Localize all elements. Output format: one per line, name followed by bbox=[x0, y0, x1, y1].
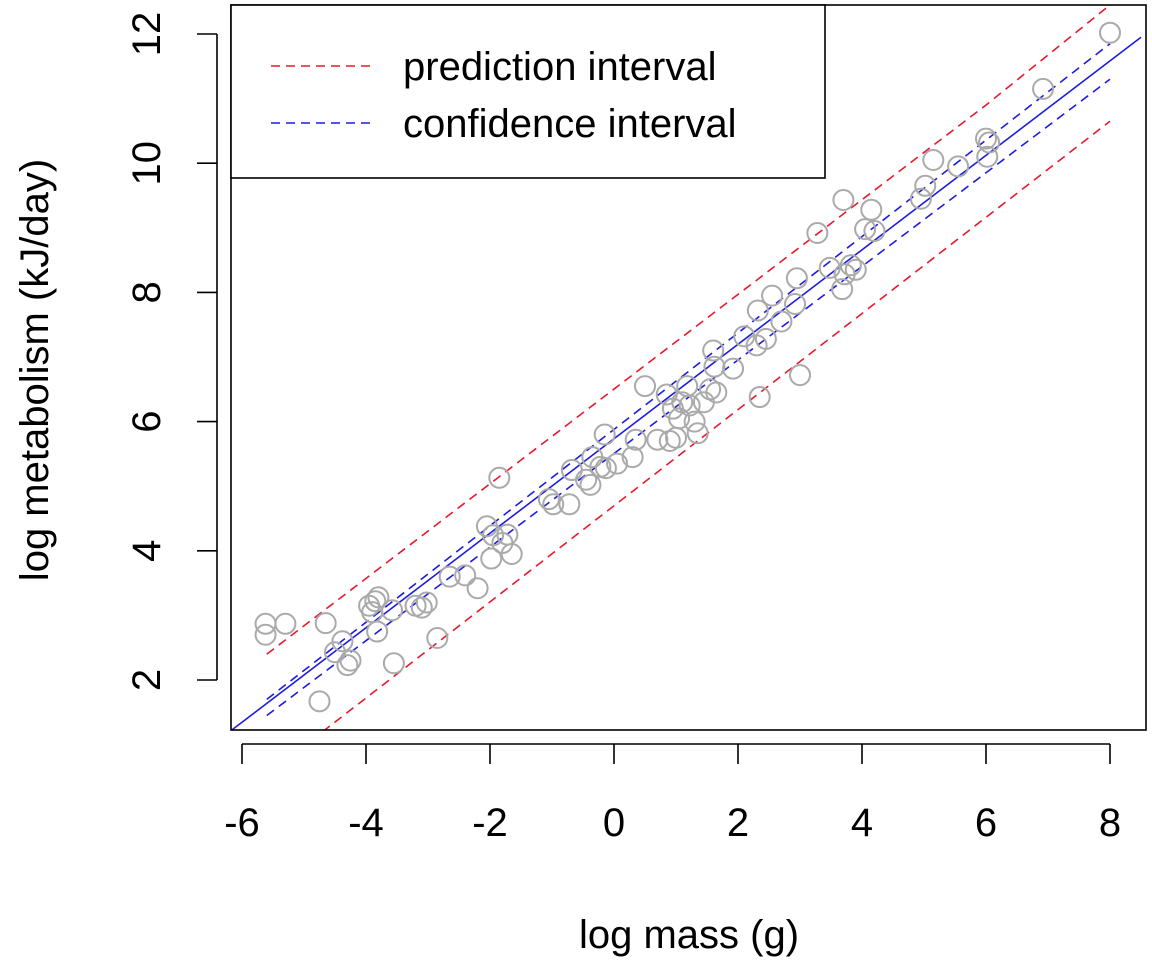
data-point bbox=[854, 218, 877, 241]
data-point bbox=[947, 155, 970, 178]
data-point bbox=[454, 564, 477, 587]
data-point bbox=[806, 221, 829, 244]
data-point bbox=[274, 612, 297, 635]
data-point bbox=[382, 652, 405, 675]
data-point bbox=[480, 547, 503, 570]
x-tick-label: -6 bbox=[224, 801, 260, 845]
data-point bbox=[364, 590, 387, 613]
data-point bbox=[746, 299, 769, 322]
data-point bbox=[634, 375, 656, 398]
data-point bbox=[381, 599, 404, 622]
x-tick-label: -4 bbox=[348, 801, 384, 845]
data-point bbox=[646, 428, 669, 451]
data-point bbox=[558, 493, 581, 516]
data-point bbox=[754, 327, 777, 350]
data-point bbox=[367, 586, 390, 609]
data-point bbox=[537, 488, 560, 511]
data-point bbox=[976, 145, 999, 168]
data-point bbox=[975, 127, 997, 150]
x-tick-label: 6 bbox=[975, 801, 997, 845]
data-point bbox=[1099, 21, 1121, 44]
y-tick-label: 8 bbox=[125, 281, 169, 303]
x-tick-label: 0 bbox=[603, 801, 625, 845]
data-point bbox=[860, 198, 883, 221]
data-point bbox=[844, 258, 867, 281]
data-point bbox=[575, 468, 598, 491]
data-point bbox=[784, 293, 807, 316]
x-axis-label: log mass (g) bbox=[579, 913, 799, 957]
data-point bbox=[703, 355, 726, 378]
data-point bbox=[336, 654, 359, 677]
x-tick-label: -2 bbox=[472, 801, 508, 845]
data-point bbox=[606, 452, 629, 475]
legend-label-prediction: prediction interval bbox=[403, 45, 717, 89]
y-axis-label: log metabolism (kJ/day) bbox=[13, 159, 57, 581]
y-tick-label: 10 bbox=[125, 141, 169, 186]
data-point bbox=[692, 391, 715, 414]
prediction-interval-lower-line bbox=[323, 120, 1111, 730]
data-point bbox=[922, 148, 945, 171]
data-point bbox=[542, 493, 565, 516]
data-point bbox=[914, 174, 937, 197]
data-point bbox=[426, 627, 449, 650]
data-point bbox=[702, 339, 725, 362]
data-point bbox=[770, 310, 793, 333]
data-point bbox=[909, 187, 932, 210]
y-tick-label: 12 bbox=[125, 12, 169, 57]
data-point bbox=[1032, 77, 1055, 100]
x-tick-label: 2 bbox=[727, 801, 749, 845]
data-point bbox=[978, 131, 1001, 154]
data-point bbox=[863, 220, 886, 243]
data-point bbox=[678, 394, 701, 417]
data-point bbox=[839, 254, 862, 277]
x-tick-label: 8 bbox=[1099, 801, 1121, 845]
data-point bbox=[366, 620, 389, 643]
data-point bbox=[686, 422, 709, 445]
y-tick-label: 6 bbox=[125, 410, 169, 432]
data-point bbox=[722, 357, 745, 380]
data-point bbox=[621, 446, 644, 469]
data-point bbox=[466, 577, 489, 600]
data-point bbox=[314, 612, 337, 635]
y-tick-label: 2 bbox=[125, 669, 169, 691]
data-point bbox=[818, 256, 841, 279]
data-point bbox=[593, 423, 616, 446]
data-point bbox=[254, 623, 277, 646]
data-point bbox=[831, 278, 854, 301]
data-point bbox=[579, 473, 602, 496]
data-point bbox=[705, 381, 728, 404]
data-point bbox=[832, 189, 855, 212]
data-point bbox=[785, 267, 808, 290]
data-point bbox=[500, 543, 523, 566]
data-point bbox=[308, 690, 331, 713]
data-point bbox=[410, 596, 433, 619]
y-tick-label: 4 bbox=[125, 540, 169, 562]
x-tick-label: 4 bbox=[851, 801, 873, 845]
confidence-interval-lower-line bbox=[266, 78, 1111, 717]
confidence-interval-upper-line bbox=[266, 43, 1111, 701]
data-point bbox=[415, 591, 438, 614]
data-point bbox=[624, 428, 647, 451]
data-point bbox=[683, 410, 706, 433]
data-point bbox=[438, 565, 461, 588]
data-point bbox=[594, 457, 617, 480]
data-point bbox=[761, 284, 784, 307]
legend-box bbox=[230, 4, 826, 179]
legend: prediction interval confidence interval bbox=[230, 4, 826, 179]
data-point bbox=[665, 426, 687, 449]
data-point bbox=[789, 364, 811, 387]
legend-label-confidence: confidence interval bbox=[403, 102, 737, 146]
data-point bbox=[488, 466, 511, 489]
data-point bbox=[748, 386, 771, 409]
data-point bbox=[331, 630, 354, 653]
data-point bbox=[339, 649, 362, 672]
